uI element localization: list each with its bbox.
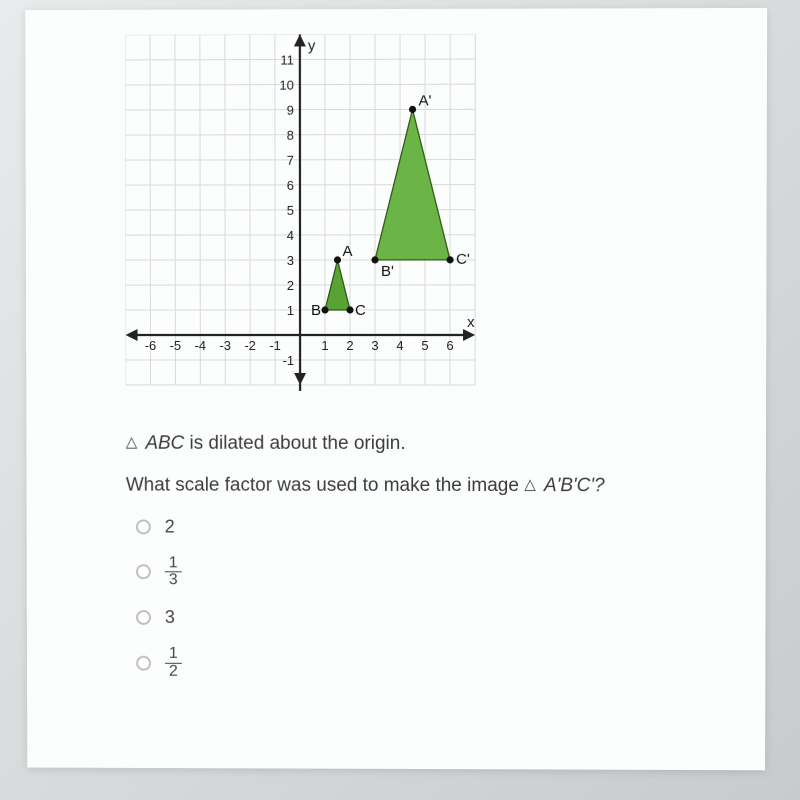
radio-icon[interactable] [136,610,151,625]
line2-pre: What scale factor was used to make the i… [126,475,524,496]
svg-text:7: 7 [287,153,294,168]
option-value: 3 [165,607,175,628]
radio-icon[interactable] [136,565,151,580]
svg-text:C: C [355,302,366,319]
option-0[interactable]: 2 [136,516,726,538]
svg-text:C': C' [456,251,470,268]
graph-svg: -6 -5 -4 -3 -2 -1 1 2 3 4 5 6 1 2 3 4 5 6 7 8 9 10 11 -1 x y A B C A'… [125,34,495,405]
svg-text:10: 10 [279,78,293,93]
worksheet-paper: -6-5-4-3-2-11234561234567891011-1xyABCA'… [25,8,767,770]
svg-text:4: 4 [396,338,403,353]
svg-text:x: x [467,314,475,331]
svg-text:A': A' [419,92,432,109]
svg-text:5: 5 [287,203,294,218]
svg-text:B: B [311,302,321,319]
abc-ital: ABC [145,433,184,454]
radio-icon[interactable] [136,656,151,671]
svg-text:1: 1 [321,338,328,353]
svg-text:3: 3 [287,253,294,268]
option-value: 2 [165,516,175,537]
svg-text:9: 9 [287,103,294,118]
svg-text:-3: -3 [219,338,231,353]
triangle-symbol-2: △ [524,476,540,493]
svg-text:-1: -1 [269,338,281,353]
svg-text:-5: -5 [170,338,182,353]
svg-text:-1: -1 [283,353,295,368]
line1-post: is dilated about the origin. [184,433,405,454]
svg-text:5: 5 [421,338,428,353]
svg-text:y: y [308,37,316,54]
aprime-ital: A'B'C'? [544,475,605,496]
svg-text:6: 6 [446,338,453,353]
svg-text:3: 3 [371,338,378,353]
svg-text:2: 2 [287,278,294,293]
answer-options: 2 13 3 12 [136,516,726,682]
svg-text:11: 11 [280,52,294,67]
svg-text:1: 1 [287,303,294,318]
option-2[interactable]: 3 [136,607,725,629]
svg-text:A: A [342,243,352,260]
svg-text:2: 2 [346,338,353,353]
svg-text:6: 6 [287,178,294,193]
option-3[interactable]: 12 [136,646,725,682]
triangle-symbol: △ [126,434,142,451]
question-text: △ ABC is dilated about the origin. What … [126,428,726,503]
svg-text:8: 8 [287,128,294,143]
option-fraction: 12 [165,646,182,680]
svg-text:-4: -4 [195,338,207,353]
svg-text:-6: -6 [145,338,157,353]
option-1[interactable]: 13 [136,555,726,591]
svg-text:-2: -2 [244,338,256,353]
coordinate-graph: -6 -5 -4 -3 -2 -1 1 2 3 4 5 6 1 2 3 4 5 6 7 8 9 10 11 -1 x y A B C A'… [125,33,727,410]
svg-text:4: 4 [287,228,294,243]
svg-text:B': B' [381,263,394,280]
option-fraction: 13 [165,555,182,589]
radio-icon[interactable] [136,519,151,534]
